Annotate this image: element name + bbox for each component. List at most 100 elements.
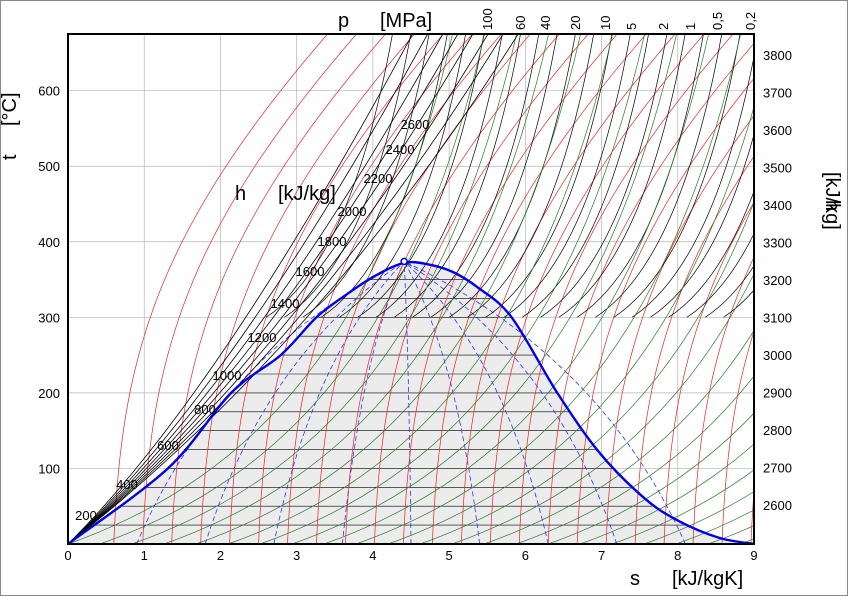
isobar-line: [284, 34, 412, 318]
enthalpy-left-label: 1400: [271, 296, 300, 311]
enthalpy-right-label: 3300: [763, 236, 792, 251]
quality-line: [403, 261, 618, 544]
quality-line: [403, 261, 480, 544]
enthalpy-left-label: 2400: [386, 142, 415, 157]
isobar-line: [467, 34, 595, 318]
constant-volume-line: [131, 34, 517, 544]
x-tick-label: 5: [445, 548, 452, 563]
isobar-line: [595, 34, 723, 318]
enthalpy-left-symbol: h: [235, 183, 246, 205]
pressure-label: 10: [598, 16, 613, 30]
isobar-line: [576, 34, 704, 318]
quality-line: [273, 261, 405, 544]
constant-volume-line: [548, 412, 754, 544]
isobar-line: [631, 54, 754, 318]
x-tick-label: 4: [369, 548, 376, 563]
pressure-label: 2: [656, 23, 671, 30]
enthalpy-left-label: 1200: [248, 330, 277, 345]
enthalpy-left-label: 2200: [364, 171, 393, 186]
isobar-line: [68, 34, 429, 544]
isobar-line: [394, 34, 521, 318]
quality-line: [403, 261, 412, 544]
x-tick-label: 1: [141, 548, 148, 563]
constant-volume-line: [804, 15, 848, 544]
pressure-label: 0,2: [743, 12, 758, 30]
isobar-line: [686, 232, 754, 318]
x-tick-label: 2: [217, 548, 224, 563]
constant-volume-line: [323, 34, 709, 544]
y-axis-symbol: t: [0, 154, 21, 160]
x-tick-label: 3: [293, 548, 300, 563]
isobar-line: [448, 34, 576, 318]
quality-line: [204, 261, 405, 544]
enthalpy-left-label: 1800: [318, 234, 347, 249]
constant-volume-line: [227, 34, 613, 544]
isenthalp-line: [489, 34, 705, 544]
isobar-line: [430, 34, 558, 318]
isenthalp-line: [838, 0, 848, 544]
pressure-label: 40: [538, 16, 553, 30]
constant-volume-line: [259, 34, 645, 544]
property-lines: [68, 0, 848, 544]
enthalpy-left-label: 1000: [213, 368, 242, 383]
saturation-curve: [67, 260, 755, 546]
enthalpy-right-label: 2600: [763, 498, 792, 513]
isobar-line: [302, 34, 430, 318]
isobar-line: [503, 34, 631, 318]
isobar-line: [357, 34, 485, 318]
constant-volume-line: [68, 34, 453, 544]
enthalpy-left-label: 800: [194, 402, 216, 417]
enthalpy-right-label: 2800: [763, 423, 792, 438]
constant-volume-line: [644, 491, 754, 544]
enthalpy-left-label: 200: [75, 508, 97, 523]
x-axis-symbol: s: [630, 568, 640, 590]
constant-volume-line: [356, 34, 741, 544]
isenthalp-line: [809, 0, 848, 544]
isobar-line: [339, 34, 466, 318]
isobar-line: [68, 34, 459, 544]
isobar-line: [650, 133, 754, 318]
enthalpy-right-label: 2900: [763, 386, 792, 401]
isenthalp-line: [171, 34, 387, 544]
isenthalp-line: [518, 34, 734, 544]
pressure-symbol: p: [338, 10, 349, 32]
enthalpy-left-label: 1600: [296, 264, 325, 279]
y-tick-label: 300: [38, 310, 60, 325]
plot-border: [67, 33, 755, 545]
enthalpy-right-symbol: h: [821, 200, 843, 211]
enthalpy-right-label: 3400: [763, 198, 792, 213]
isenthalp-line: [634, 155, 754, 544]
isenthalp-line: [721, 330, 754, 544]
constant-volume-line: [291, 34, 677, 544]
critical-point-marker: [400, 257, 408, 266]
constant-volume-line: [740, 538, 754, 544]
axis-ticks: 0 1 2 3 4 5 6 7 8 9 100 200 300 400 500 600 200 400 600 800…: [38, 8, 792, 563]
pressure-label: 20: [568, 16, 583, 30]
isobar-line: [705, 265, 754, 318]
y-tick-label: 200: [38, 386, 60, 401]
enthalpy-right-label: 3800: [763, 48, 792, 63]
isenthalp-line: [460, 34, 676, 544]
constant-volume-line: [388, 105, 754, 544]
x-tick-label: 9: [750, 548, 757, 563]
enthalpy-right-unit: [kJ/kg]: [821, 172, 843, 230]
pressure-label: 100: [480, 8, 495, 30]
enthalpy-left-label: 2600: [401, 117, 430, 132]
isobar-line: [68, 34, 413, 544]
enthalpy-right-label: 3600: [763, 123, 792, 138]
isenthalp-line: [663, 201, 754, 544]
y-tick-label: 100: [38, 461, 60, 476]
isenthalp-line: [258, 34, 473, 544]
y-axis-unit: [°C]: [0, 92, 21, 126]
x-tick-label: 8: [674, 548, 681, 563]
x-tick-label: 7: [598, 548, 605, 563]
isobar-line: [68, 34, 504, 544]
isobar-line: [540, 34, 668, 318]
isobar-line: [375, 34, 503, 318]
isobar-line: [68, 34, 519, 544]
constant-volume-line: [580, 443, 754, 544]
y-tick-label: 400: [38, 235, 60, 250]
isenthalp-line: [200, 34, 415, 544]
constant-volume-line: [420, 201, 754, 544]
